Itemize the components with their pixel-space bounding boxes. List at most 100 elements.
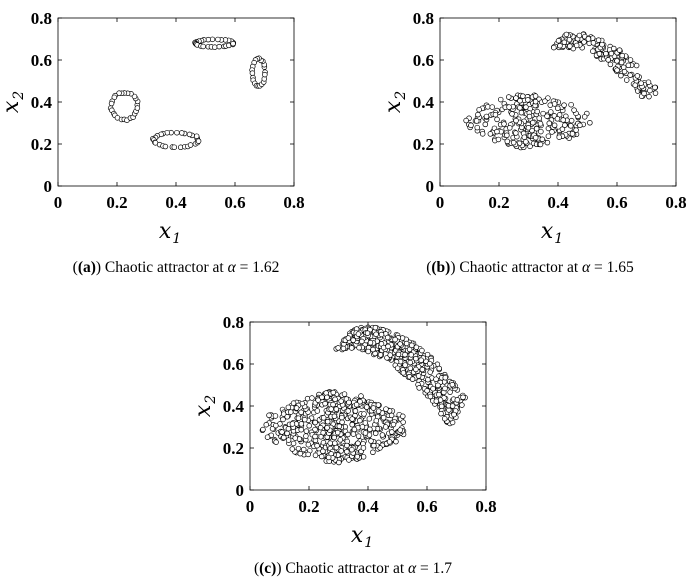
data-point [373, 331, 379, 338]
data-point [273, 439, 279, 445]
data-point [424, 351, 431, 358]
data-point [367, 339, 374, 346]
scatter-points [107, 36, 268, 151]
data-point [284, 430, 290, 437]
data-point [357, 398, 363, 405]
data-point [352, 408, 359, 414]
data-point [474, 124, 480, 131]
data-point [317, 424, 324, 431]
data-point [334, 429, 341, 436]
data-point [441, 415, 448, 422]
data-point [614, 67, 620, 73]
data-point [297, 450, 304, 457]
data-point [298, 421, 305, 427]
data-point [349, 416, 355, 422]
data-point [590, 48, 596, 54]
data-point [280, 416, 286, 423]
data-point [495, 136, 502, 143]
data-point [408, 352, 414, 358]
data-point [614, 58, 620, 64]
data-point [386, 439, 393, 445]
data-point [447, 389, 453, 395]
data-point [322, 400, 328, 407]
data-point [632, 82, 638, 88]
data-point [577, 122, 583, 129]
data-point [230, 40, 236, 47]
data-point [482, 121, 489, 128]
data-point [566, 36, 573, 43]
data-point [295, 445, 302, 452]
data-point [551, 101, 558, 107]
data-point [333, 444, 340, 451]
data-point [195, 138, 202, 144]
y-tick-label: 0 [44, 177, 53, 196]
data-point [433, 376, 439, 382]
data-point [521, 134, 528, 140]
data-point [324, 425, 330, 431]
y-tick-label: 0 [426, 177, 435, 196]
data-point [504, 132, 510, 139]
data-point [330, 401, 336, 408]
data-point [489, 104, 495, 110]
data-point [200, 43, 206, 50]
data-point [539, 136, 546, 143]
data-point [372, 430, 379, 437]
data-point [561, 39, 568, 46]
data-point [349, 446, 355, 453]
data-point [647, 87, 653, 94]
data-point [373, 417, 380, 424]
data-point [305, 441, 312, 448]
data-point [585, 36, 592, 42]
x-axis-label: x1 [159, 219, 181, 247]
data-point [590, 40, 597, 46]
data-point [309, 395, 315, 401]
data-point [532, 134, 539, 141]
data-point [371, 442, 377, 449]
data-point [362, 420, 369, 426]
data-point [108, 100, 115, 107]
data-point [355, 331, 362, 337]
data-point [341, 391, 348, 397]
data-point [538, 128, 544, 135]
data-point [388, 412, 395, 419]
data-point [468, 122, 474, 129]
data-point [427, 369, 433, 375]
data-point [285, 437, 292, 443]
data-point [339, 414, 345, 421]
data-point [569, 131, 576, 137]
x-tick-label: 0.2 [488, 193, 509, 212]
data-point [568, 101, 574, 108]
data-point [285, 426, 292, 432]
data-point [525, 125, 532, 131]
data-point [475, 111, 481, 118]
data-point [568, 117, 575, 124]
data-point [418, 357, 424, 363]
data-point [505, 94, 512, 100]
data-point [375, 402, 382, 408]
data-point [523, 139, 529, 145]
data-point [397, 427, 403, 433]
chart-panel-a: 0 0.2 0.4 0.6 0.8 0 0.2 0.4 0.6 0.8 x1 x2 ((a)) Chao… [0, 9, 305, 276]
data-point [509, 111, 515, 117]
data-point [363, 404, 370, 410]
data-point [293, 405, 300, 411]
data-point [571, 107, 577, 113]
x-tick-label: 0.8 [283, 193, 304, 212]
data-point [506, 104, 512, 110]
data-point [517, 105, 523, 111]
data-point [298, 426, 304, 433]
data-point [623, 77, 630, 83]
data-point [360, 445, 367, 451]
chart-panel-c: 0 0.2 0.4 0.6 0.8 0 0.2 0.4 0.6 0.8 x1 x2 ((c)) Chao… [191, 313, 497, 577]
y-tick-label: 0.8 [223, 313, 244, 332]
data-point [367, 426, 373, 433]
data-point [619, 52, 625, 59]
data-point [318, 453, 325, 460]
data-point [285, 404, 292, 411]
data-point [402, 362, 408, 368]
data-point [608, 50, 615, 57]
data-point [279, 429, 285, 435]
data-point [354, 453, 361, 460]
data-point [312, 452, 319, 459]
